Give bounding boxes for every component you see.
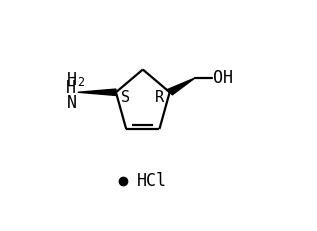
Text: H: H — [67, 71, 77, 89]
Text: H: H — [65, 79, 75, 97]
Text: N: N — [67, 94, 77, 112]
Text: S: S — [121, 90, 130, 105]
Polygon shape — [78, 89, 116, 95]
Text: OH: OH — [213, 69, 233, 87]
Polygon shape — [167, 78, 195, 95]
Text: R: R — [155, 90, 165, 105]
Text: HCl: HCl — [137, 172, 167, 190]
Text: 2: 2 — [77, 76, 84, 89]
